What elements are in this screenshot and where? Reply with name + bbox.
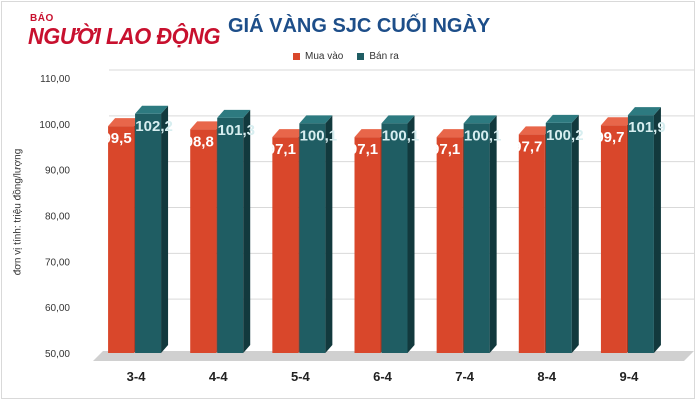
y-tick-label: 90,00 — [45, 166, 70, 177]
bar-side — [243, 109, 251, 353]
bar-side — [407, 115, 415, 353]
x-tick-label: 5-4 — [291, 369, 311, 384]
data-label: 98,8 — [185, 133, 214, 150]
bar — [436, 137, 463, 353]
bar-top — [354, 129, 388, 138]
y-tick-label: 60,00 — [45, 303, 70, 314]
data-label: 99,5 — [102, 130, 131, 147]
bar-top — [217, 109, 251, 118]
data-label: 97,7 — [513, 138, 542, 155]
bar-top — [518, 126, 552, 135]
legend-item-buy: Mua vào — [293, 51, 343, 62]
bar-side — [489, 115, 497, 353]
data-label: 100,1 — [300, 127, 338, 144]
legend-item-sell: Bán ra — [357, 51, 399, 62]
bar-top — [135, 105, 169, 114]
bar-top — [381, 115, 415, 124]
bar — [190, 129, 217, 353]
data-label: 97,1 — [349, 141, 378, 158]
chart-title: GIÁ VÀNG SJC CUỐI NGÀY — [228, 15, 491, 37]
x-tick-label: 8-4 — [537, 369, 557, 384]
bar-top — [600, 117, 634, 126]
bar-top — [436, 129, 470, 138]
bar-top — [299, 115, 333, 124]
bar-side — [325, 115, 333, 353]
data-label: 100,1 — [382, 127, 420, 144]
data-label: 99,7 — [595, 129, 624, 146]
bar-top — [108, 118, 142, 127]
bar-top — [627, 107, 661, 116]
bar — [545, 122, 572, 354]
bar — [299, 123, 326, 353]
data-label: 97,1 — [267, 141, 296, 158]
legend-swatch-sell — [357, 53, 365, 60]
legend-swatch-buy — [293, 53, 300, 60]
bar-side — [161, 105, 169, 353]
bar-top — [272, 129, 306, 138]
x-tick-label: 7-4 — [455, 369, 475, 384]
data-label: 97,1 — [431, 141, 460, 158]
bar — [135, 113, 162, 353]
bar — [108, 126, 135, 353]
y-tick-label: 70,00 — [45, 257, 70, 268]
bar-side — [571, 114, 579, 354]
y-tick-label: 110,00 — [40, 74, 70, 85]
bar — [600, 125, 627, 353]
logo-small-text: BÁO — [30, 13, 54, 24]
data-label: 102,2 — [135, 118, 173, 135]
legend-label-sell: Bán ra — [369, 51, 399, 62]
y-tick-label: 80,00 — [45, 212, 70, 223]
bar — [627, 115, 654, 353]
bar — [354, 137, 381, 353]
data-label: 101,9 — [628, 119, 666, 136]
data-label: 100,2 — [546, 127, 584, 144]
x-tick-label: 6-4 — [373, 369, 393, 384]
chart-legend: Mua vào Bán ra — [293, 51, 399, 62]
x-tick-label: 9-4 — [620, 369, 640, 384]
y-tick-label: 50,00 — [45, 349, 70, 360]
data-label: 101,3 — [217, 122, 255, 139]
bar — [518, 134, 545, 353]
x-tick-label: 3-4 — [127, 369, 147, 384]
y-tick-label: 100,00 — [39, 120, 70, 131]
bar — [381, 123, 408, 353]
chart-floor — [93, 351, 694, 361]
legend-label-buy: Mua vào — [305, 51, 344, 62]
bar-side — [653, 107, 661, 353]
bar — [272, 137, 299, 353]
x-tick-label: 4-4 — [209, 369, 229, 384]
logo: NGƯỜI LAO ĐỘNG — [28, 23, 220, 49]
bar-top — [545, 114, 579, 123]
bar-top — [190, 121, 224, 130]
data-label: 100,1 — [464, 127, 502, 144]
bar-top — [463, 115, 497, 124]
bar — [463, 123, 490, 353]
bar — [217, 117, 244, 353]
